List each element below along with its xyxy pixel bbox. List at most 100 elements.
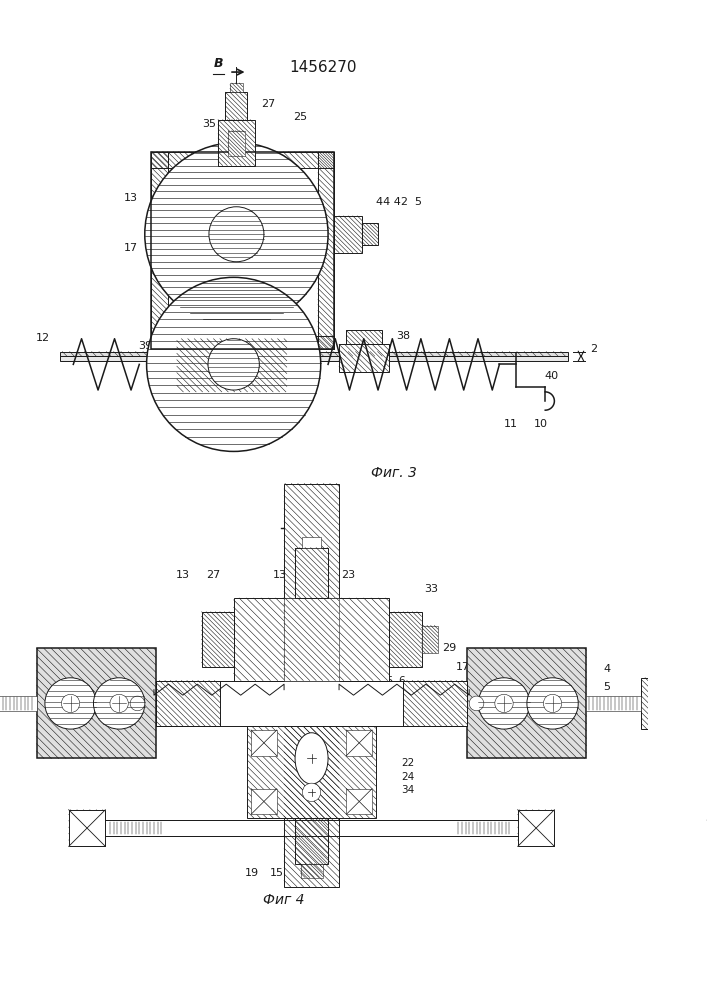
Text: 6: 6	[398, 676, 404, 686]
Bar	[641, 678, 692, 729]
Text: 23: 23	[341, 570, 356, 580]
Circle shape	[110, 694, 128, 713]
Text: 40: 40	[544, 371, 559, 381]
Text: 15: 15	[270, 868, 284, 878]
Text: 38: 38	[396, 331, 410, 341]
Text: В: В	[214, 57, 223, 70]
Text: В-Б: В-Б	[286, 518, 309, 531]
Bar	[518, 810, 554, 846]
Text: 36: 36	[365, 676, 378, 686]
Bar	[69, 810, 105, 846]
Circle shape	[130, 696, 145, 711]
Bar	[151, 152, 334, 168]
Text: 35: 35	[202, 119, 216, 129]
Bar	[587, 696, 641, 711]
Bar	[334, 216, 362, 253]
Bar	[318, 152, 334, 349]
Text: 5: 5	[603, 682, 610, 692]
Bar	[230, 83, 243, 92]
Circle shape	[544, 694, 562, 713]
Bar	[362, 223, 378, 245]
Text: 1456270: 1456270	[290, 60, 357, 75]
Text: 24: 24	[401, 772, 414, 782]
Text: Фиг 4: Фиг 4	[263, 893, 305, 907]
Bar	[339, 344, 390, 372]
Text: 10: 10	[534, 419, 548, 429]
Bar	[101, 820, 522, 836]
Text: 12: 12	[36, 333, 50, 343]
Circle shape	[527, 678, 578, 729]
Bar	[151, 152, 334, 349]
Bar	[421, 626, 438, 653]
Text: 19: 19	[305, 877, 319, 887]
Circle shape	[209, 207, 264, 262]
Bar	[247, 726, 375, 818]
Circle shape	[469, 696, 484, 711]
Bar	[201, 612, 234, 667]
Text: 17: 17	[124, 243, 138, 253]
Text: 13: 13	[272, 570, 286, 580]
Bar	[251, 789, 276, 814]
Bar	[0, 696, 37, 711]
Text: 44 42  5: 44 42 5	[375, 197, 421, 207]
Bar	[295, 548, 328, 598]
Text: 22: 22	[401, 758, 414, 768]
Bar	[346, 330, 382, 344]
Bar	[151, 336, 334, 349]
Circle shape	[62, 694, 80, 713]
Bar	[59, 352, 568, 356]
Text: 39: 39	[138, 341, 152, 351]
Circle shape	[145, 143, 328, 326]
Text: 34: 34	[401, 785, 414, 795]
Bar	[300, 864, 322, 878]
Bar	[346, 730, 372, 756]
Text: 29: 29	[442, 643, 456, 653]
Circle shape	[146, 277, 321, 451]
Text: 17: 17	[456, 662, 470, 672]
Bar	[234, 598, 390, 681]
Circle shape	[45, 678, 96, 729]
Ellipse shape	[295, 733, 328, 784]
Text: 25: 25	[293, 112, 308, 122]
Text: Фиг. 3: Фиг. 3	[371, 466, 417, 480]
Text: 11: 11	[503, 419, 518, 429]
Text: 13: 13	[176, 570, 190, 580]
Bar	[156, 681, 467, 726]
Text: 4: 4	[603, 664, 610, 674]
Text: 15: 15	[305, 820, 319, 830]
Text: 37: 37	[158, 325, 172, 335]
Circle shape	[303, 783, 321, 801]
Bar	[403, 681, 467, 726]
Text: 27: 27	[262, 99, 276, 109]
Bar	[226, 92, 247, 120]
Circle shape	[479, 678, 530, 729]
Circle shape	[208, 339, 259, 390]
Bar	[151, 152, 168, 349]
Text: 35: 35	[323, 570, 337, 580]
Text: 45: 45	[380, 676, 393, 686]
Bar	[295, 818, 328, 864]
Text: 27: 27	[206, 570, 221, 580]
Bar	[284, 484, 339, 887]
Bar	[467, 648, 587, 758]
Text: 33: 33	[423, 584, 438, 594]
Text: 2: 2	[590, 344, 597, 354]
Text: 5: 5	[242, 415, 249, 425]
Bar	[251, 730, 276, 756]
Text: 15: 15	[194, 433, 209, 443]
Bar	[228, 131, 245, 156]
Bar	[284, 598, 339, 681]
Bar	[156, 681, 220, 726]
Bar	[177, 339, 287, 392]
Bar	[218, 120, 255, 166]
Bar	[303, 537, 321, 548]
Bar	[346, 789, 372, 814]
Text: 31: 31	[705, 813, 707, 823]
Text: 19: 19	[235, 405, 250, 415]
Bar	[390, 612, 421, 667]
Circle shape	[495, 694, 513, 713]
Text: 13: 13	[124, 193, 138, 203]
Text: 19: 19	[245, 868, 259, 878]
Circle shape	[93, 678, 145, 729]
Bar	[59, 356, 568, 361]
